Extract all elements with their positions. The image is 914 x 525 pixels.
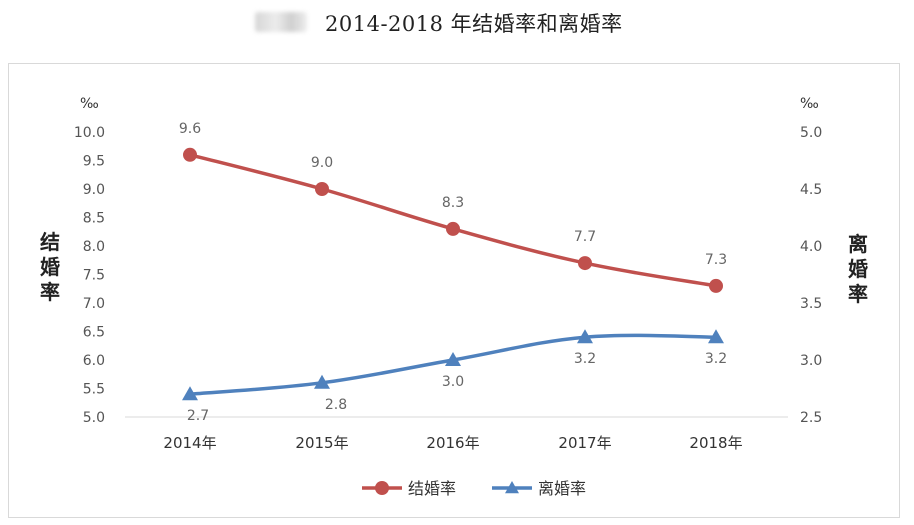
data-label: 2.8	[325, 397, 347, 413]
right-axis-title-char: 婚	[848, 257, 868, 281]
left-tick-label: 7.0	[83, 296, 105, 312]
left-tick-label: 7.5	[83, 268, 105, 284]
data-point-marriage	[578, 256, 592, 271]
data-point-divorce	[708, 329, 724, 344]
x-tick-label: 2015年	[295, 434, 348, 452]
data-label: 9.6	[179, 121, 201, 137]
series-line-left	[188, 153, 718, 288]
legend-marker-circle	[375, 481, 389, 495]
axes: 5.0 5.5 6.0 6.5 7.0 7.5 8.0 8.5 9.0 9.5 10.0 2.5 3.0…	[40, 96, 868, 452]
right-tick-label: 3.5	[800, 296, 822, 312]
right-axis-title-char: 率	[848, 282, 868, 306]
left-axis-title-char: 率	[40, 280, 60, 304]
data-label: 9.0	[311, 155, 333, 171]
left-tick-label: 5.5	[83, 382, 105, 398]
data-label: 7.3	[705, 252, 727, 268]
right-tick-label: 2.5	[800, 410, 822, 426]
right-tick-label: 4.0	[800, 239, 822, 255]
right-axis-unit: ‰	[800, 96, 819, 112]
x-tick-label: 2017年	[558, 434, 611, 452]
right-tick-label: 3.0	[800, 353, 822, 369]
data-point-marriage	[709, 278, 723, 293]
data-point-divorce	[314, 374, 330, 389]
legend-label: 离婚率	[538, 479, 586, 498]
data-point-marriage	[315, 182, 329, 196]
left-tick-label: 5.0	[83, 410, 105, 426]
left-tick-label: 6.5	[83, 325, 105, 341]
left-tick-label: 9.5	[83, 154, 105, 170]
left-tick-label: 6.0	[83, 353, 105, 369]
data-point-marriage	[446, 221, 460, 236]
x-tick-label: 2014年	[163, 434, 216, 452]
data-label: 7.7	[574, 229, 596, 245]
left-tick-label: 10.0	[74, 125, 105, 141]
right-tick-label: 4.5	[800, 182, 822, 198]
data-point-marriage	[183, 147, 197, 162]
left-tick-label: 8.5	[83, 211, 105, 227]
left-axis-title-char: 婚	[40, 255, 60, 279]
left-tick-label: 9.0	[83, 182, 105, 198]
right-axis-title-char: 离	[848, 232, 868, 256]
right-tick-label: 5.0	[800, 125, 822, 141]
legend: 结婚率 离婚率	[362, 479, 586, 498]
chart-frame	[8, 63, 900, 518]
data-point-divorce	[577, 329, 593, 344]
legend-marker-triangle	[505, 481, 519, 494]
data-point-divorce	[445, 352, 461, 366]
plot-area: 9.6 9.0 8.3 7.7 7.3 2.7 2.8 3.0 3.2 3.2	[179, 121, 727, 424]
blurred-logo	[255, 12, 307, 32]
data-label: 3.0	[442, 374, 464, 390]
x-tick-label: 2018年	[689, 434, 742, 452]
chart-title: 2014-2018 年结婚率和离婚率	[325, 12, 623, 36]
data-label: 3.2	[574, 351, 596, 367]
title-row: 2014-2018 年结婚率和离婚率	[0, 0, 914, 48]
legend-label: 结婚率	[408, 479, 456, 498]
x-tick-label: 2016年	[426, 434, 479, 452]
left-tick-label: 8.0	[83, 239, 105, 255]
left-axis-title-char: 结	[40, 230, 60, 254]
left-axis-unit: ‰	[80, 96, 99, 112]
data-point-divorce	[182, 386, 198, 401]
data-label: 8.3	[442, 195, 464, 211]
data-label: 3.2	[705, 351, 727, 367]
data-label: 2.7	[187, 408, 209, 424]
